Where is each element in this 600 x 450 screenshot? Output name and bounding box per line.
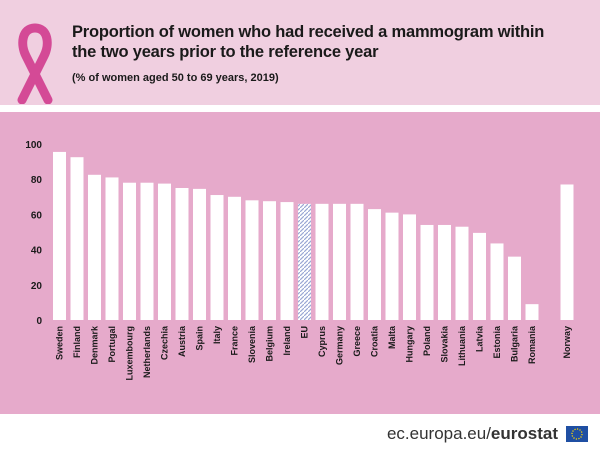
y-tick-label: 80 [31,175,43,186]
header-panel: Proportion of women who had received a m… [0,0,600,105]
bar-latvia [473,232,486,320]
bar-croatia [368,209,381,320]
x-tick-label: Bulgaria [510,325,520,362]
x-tick-label: Finland [72,326,82,358]
chart-subtitle: (% of women aged 50 to 69 years, 2019) [72,72,279,84]
bar-greece [350,203,364,320]
x-tick-label: Slovakia [440,325,450,363]
y-axis: 0 20 40 60 80 100 [25,140,42,327]
x-tick-label: Hungary [405,326,415,363]
bar-germany [333,203,346,320]
bar-bulgaria [508,256,521,320]
x-tick-label: Latvia [475,325,485,352]
y-tick-label: 40 [31,246,43,257]
bar-estonia [490,243,504,320]
x-tick-label: EU [300,326,310,339]
bar-netherlands [140,182,154,320]
x-tick-label: Denmark [90,325,100,365]
x-tick-label: Greece [352,326,362,357]
bar-slovenia [245,200,259,320]
bar-chart: 0 20 40 60 80 100 Sweden Finland Denmark Portuga… [25,140,574,381]
y-tick-label: 60 [31,210,43,221]
x-tick-label: Estonia [492,325,502,359]
eu-flag-icon [566,426,588,442]
x-tick-label: Lithuania [457,325,467,366]
chart-title: Proportion of women who had received a m… [72,23,545,61]
x-tick-label: Malta [387,325,397,349]
bar-poland [420,224,434,320]
bar-czechia [158,183,171,320]
bar-finland [70,157,84,320]
bar-lithuania [455,226,469,320]
source-brand: eurostat [490,424,558,443]
x-tick-label: France [230,326,240,356]
y-tick-label: 20 [31,281,43,292]
x-tick-label: Luxembourg [125,326,135,381]
bar-italy [210,195,224,320]
bar-portugal [105,177,119,320]
source-url: ec.europa.eu/ [386,424,491,443]
x-tick-label: Cyprus [317,326,327,357]
x-tick-label: Ireland [282,326,292,356]
bar-romania [525,304,539,320]
pink-ribbon-icon [17,23,53,104]
x-tick-label: Italy [212,326,222,344]
x-tick-label: Slovenia [247,325,257,363]
x-tick-label: Romania [527,325,537,364]
x-tick-label: Portugal [107,326,117,363]
bar-denmark [88,174,101,320]
x-tick-label: Austria [177,325,187,357]
bar-norway [560,184,574,320]
bar-france [228,196,241,320]
bar-belgium [263,201,276,320]
x-axis-labels: Sweden Finland Denmark Portugal Luxembourg Ne… [55,325,573,381]
x-tick-label: Norway [562,326,572,359]
bars [53,151,574,320]
bar-ireland [280,202,294,320]
x-tick-label: Sweden [55,326,65,360]
bar-malta [385,212,399,320]
x-tick-label: Czechia [160,325,170,360]
bar-slovakia [438,224,451,320]
x-tick-label: Croatia [370,325,380,357]
x-tick-label: Spain [195,326,205,351]
x-tick-label: Germany [335,326,345,365]
bar-cyprus [315,203,329,320]
bar-sweden [53,151,66,320]
x-tick-label: Poland [422,326,432,356]
bar-austria [175,188,189,320]
source-credit: ec.europa.eu/eurostat [387,424,558,444]
y-tick-label: 0 [36,316,42,327]
x-tick-label: Belgium [265,326,275,362]
y-tick-label: 100 [25,140,42,151]
bar-eu [298,203,311,320]
x-tick-label: Netherlands [142,326,152,378]
plot-area: 0 20 40 60 80 100 Sweden Finland Denmark Portuga… [0,112,600,414]
bar-hungary [403,214,416,320]
bar-luxembourg [123,182,136,320]
bar-spain [193,188,206,320]
